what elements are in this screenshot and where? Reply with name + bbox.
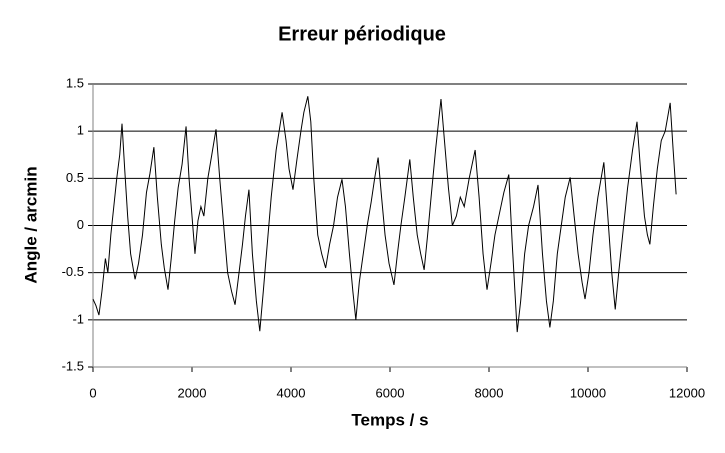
- x-tick-label: 8000: [475, 385, 504, 400]
- chart-title: Erreur périodique: [278, 23, 446, 45]
- y-tick-label: -1.5: [62, 358, 84, 373]
- x-axis-title: Temps / s: [351, 410, 428, 429]
- x-tick-label: 4000: [277, 385, 306, 400]
- x-tick-label: 0: [89, 385, 96, 400]
- x-tick-label: 12000: [669, 385, 705, 400]
- y-tick-label: -1: [72, 311, 84, 326]
- y-tick-label: 0.5: [66, 170, 84, 185]
- y-tick-label: 1.5: [66, 75, 84, 90]
- data-line: [92, 96, 677, 333]
- x-tick-label: 10000: [570, 385, 606, 400]
- y-tick-label: -0.5: [62, 264, 84, 279]
- x-tick-label: 6000: [376, 385, 405, 400]
- y-tick-label: 0: [77, 217, 84, 232]
- y-axis-title: Angle / arcmin: [21, 166, 40, 283]
- x-tick-label: 2000: [178, 385, 207, 400]
- y-tick-label: 1: [77, 123, 84, 138]
